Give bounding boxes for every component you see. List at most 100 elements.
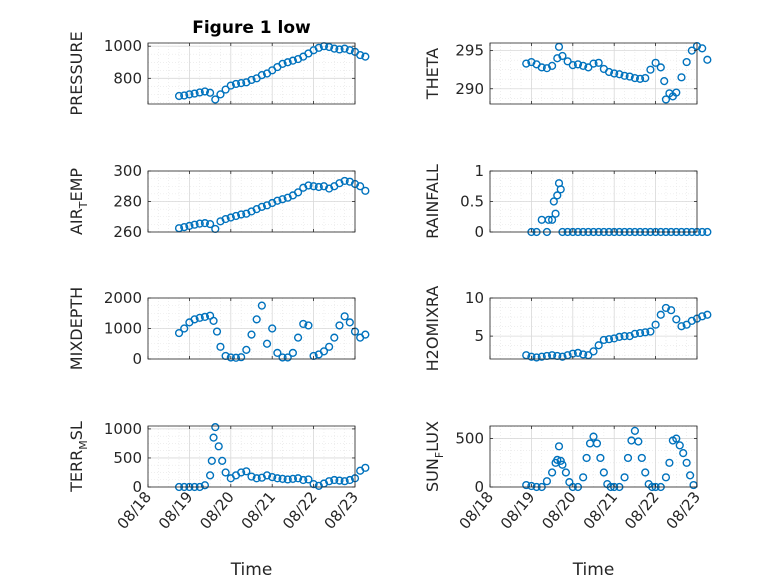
y-tick-label: 300 xyxy=(113,162,142,180)
data-point xyxy=(206,219,215,229)
data-point xyxy=(685,471,695,480)
data-point xyxy=(304,321,313,330)
data-point xyxy=(682,57,691,67)
data-point xyxy=(677,322,686,331)
axes-frame xyxy=(489,297,698,360)
data-point xyxy=(340,477,349,486)
data-point xyxy=(335,45,344,54)
data-point xyxy=(190,315,199,324)
data-point xyxy=(553,191,562,200)
data-point xyxy=(278,195,287,204)
y-tick-label: 0 xyxy=(474,223,484,241)
data-point xyxy=(273,474,282,483)
data-point xyxy=(216,342,225,351)
minor-grid xyxy=(489,297,698,359)
y-tick-label: 10 xyxy=(465,289,484,307)
data-point xyxy=(682,458,691,467)
data-point xyxy=(268,473,277,482)
data-point xyxy=(207,456,216,465)
data-point xyxy=(283,58,292,67)
data-point xyxy=(247,75,256,85)
data-point xyxy=(214,442,223,451)
data-point xyxy=(330,475,339,485)
y-axis-label: THETA xyxy=(423,48,442,100)
data-point xyxy=(682,320,691,329)
data-point xyxy=(209,433,218,442)
minor-grid xyxy=(489,426,698,488)
data-point xyxy=(237,353,246,362)
data-point xyxy=(361,52,370,61)
y-tick-label: 0 xyxy=(132,478,142,496)
data-point xyxy=(553,455,562,464)
y-axis-label: AIRTEMP xyxy=(67,168,90,235)
data-point xyxy=(299,475,308,485)
y-axis-label: RAINFALL xyxy=(423,164,442,239)
data-point xyxy=(527,481,536,491)
data-point xyxy=(660,77,669,86)
data-point xyxy=(556,185,565,194)
data-point xyxy=(237,468,246,477)
data-point xyxy=(174,91,184,101)
data-point xyxy=(335,321,344,330)
data-point xyxy=(231,211,241,221)
y-axis-label: SUNFLUX xyxy=(423,421,446,492)
data-point xyxy=(544,215,553,224)
y-tick-label: 1000 xyxy=(104,37,142,55)
data-point xyxy=(661,95,671,104)
axes-theta: 290 295 THETA xyxy=(423,42,712,105)
data-point xyxy=(200,87,210,96)
series-markers xyxy=(174,176,370,234)
y-tick-label: 500 xyxy=(455,430,484,448)
data-point xyxy=(226,353,235,362)
data-point xyxy=(589,347,598,356)
data-point xyxy=(200,481,210,490)
data-point xyxy=(288,348,298,358)
data-point xyxy=(679,449,688,458)
data-point xyxy=(651,320,660,329)
data-point xyxy=(283,353,292,362)
axes-pressure: 800 1000 PRESSURE Figure 1 low xyxy=(67,18,370,116)
x-tick-label: 08/21 xyxy=(580,488,622,533)
axes-mixdepth: 0 1000 2000 MIXDEPTH xyxy=(67,287,370,370)
data-point xyxy=(273,348,282,358)
chart-title: Figure 1 low xyxy=(192,18,311,38)
data-point xyxy=(594,341,603,350)
data-point xyxy=(180,223,189,232)
data-point xyxy=(231,79,241,89)
y-axis-label: MIXDEPTH xyxy=(67,287,86,370)
data-point xyxy=(180,91,189,100)
data-point xyxy=(656,63,665,72)
y-tick-label: 0 xyxy=(474,478,484,496)
data-point xyxy=(620,332,629,341)
data-point xyxy=(589,432,598,441)
x-tick-label: 08/22 xyxy=(621,488,663,533)
data-point xyxy=(646,327,655,336)
data-point xyxy=(226,213,235,222)
data-point xyxy=(698,227,707,237)
data-point xyxy=(522,351,531,360)
data-point xyxy=(174,224,184,233)
data-point xyxy=(630,329,640,338)
data-point xyxy=(604,335,614,344)
data-point xyxy=(558,352,567,361)
data-point xyxy=(551,209,560,218)
data-point xyxy=(573,348,583,358)
data-point xyxy=(656,310,665,319)
data-point xyxy=(661,473,671,482)
data-point xyxy=(703,227,712,237)
data-point xyxy=(278,353,287,362)
data-point xyxy=(698,44,707,53)
data-point xyxy=(345,318,354,327)
data-point xyxy=(278,474,287,483)
y-tick-label: 500 xyxy=(113,449,142,467)
series-markers xyxy=(174,42,370,104)
y-tick-label: 1000 xyxy=(104,320,142,338)
data-point xyxy=(288,56,298,65)
data-point xyxy=(537,352,546,361)
data-point xyxy=(637,453,646,463)
data-point xyxy=(579,350,588,359)
data-point xyxy=(212,327,222,336)
data-point xyxy=(672,434,681,443)
data-point xyxy=(325,477,334,486)
data-point xyxy=(532,353,541,362)
